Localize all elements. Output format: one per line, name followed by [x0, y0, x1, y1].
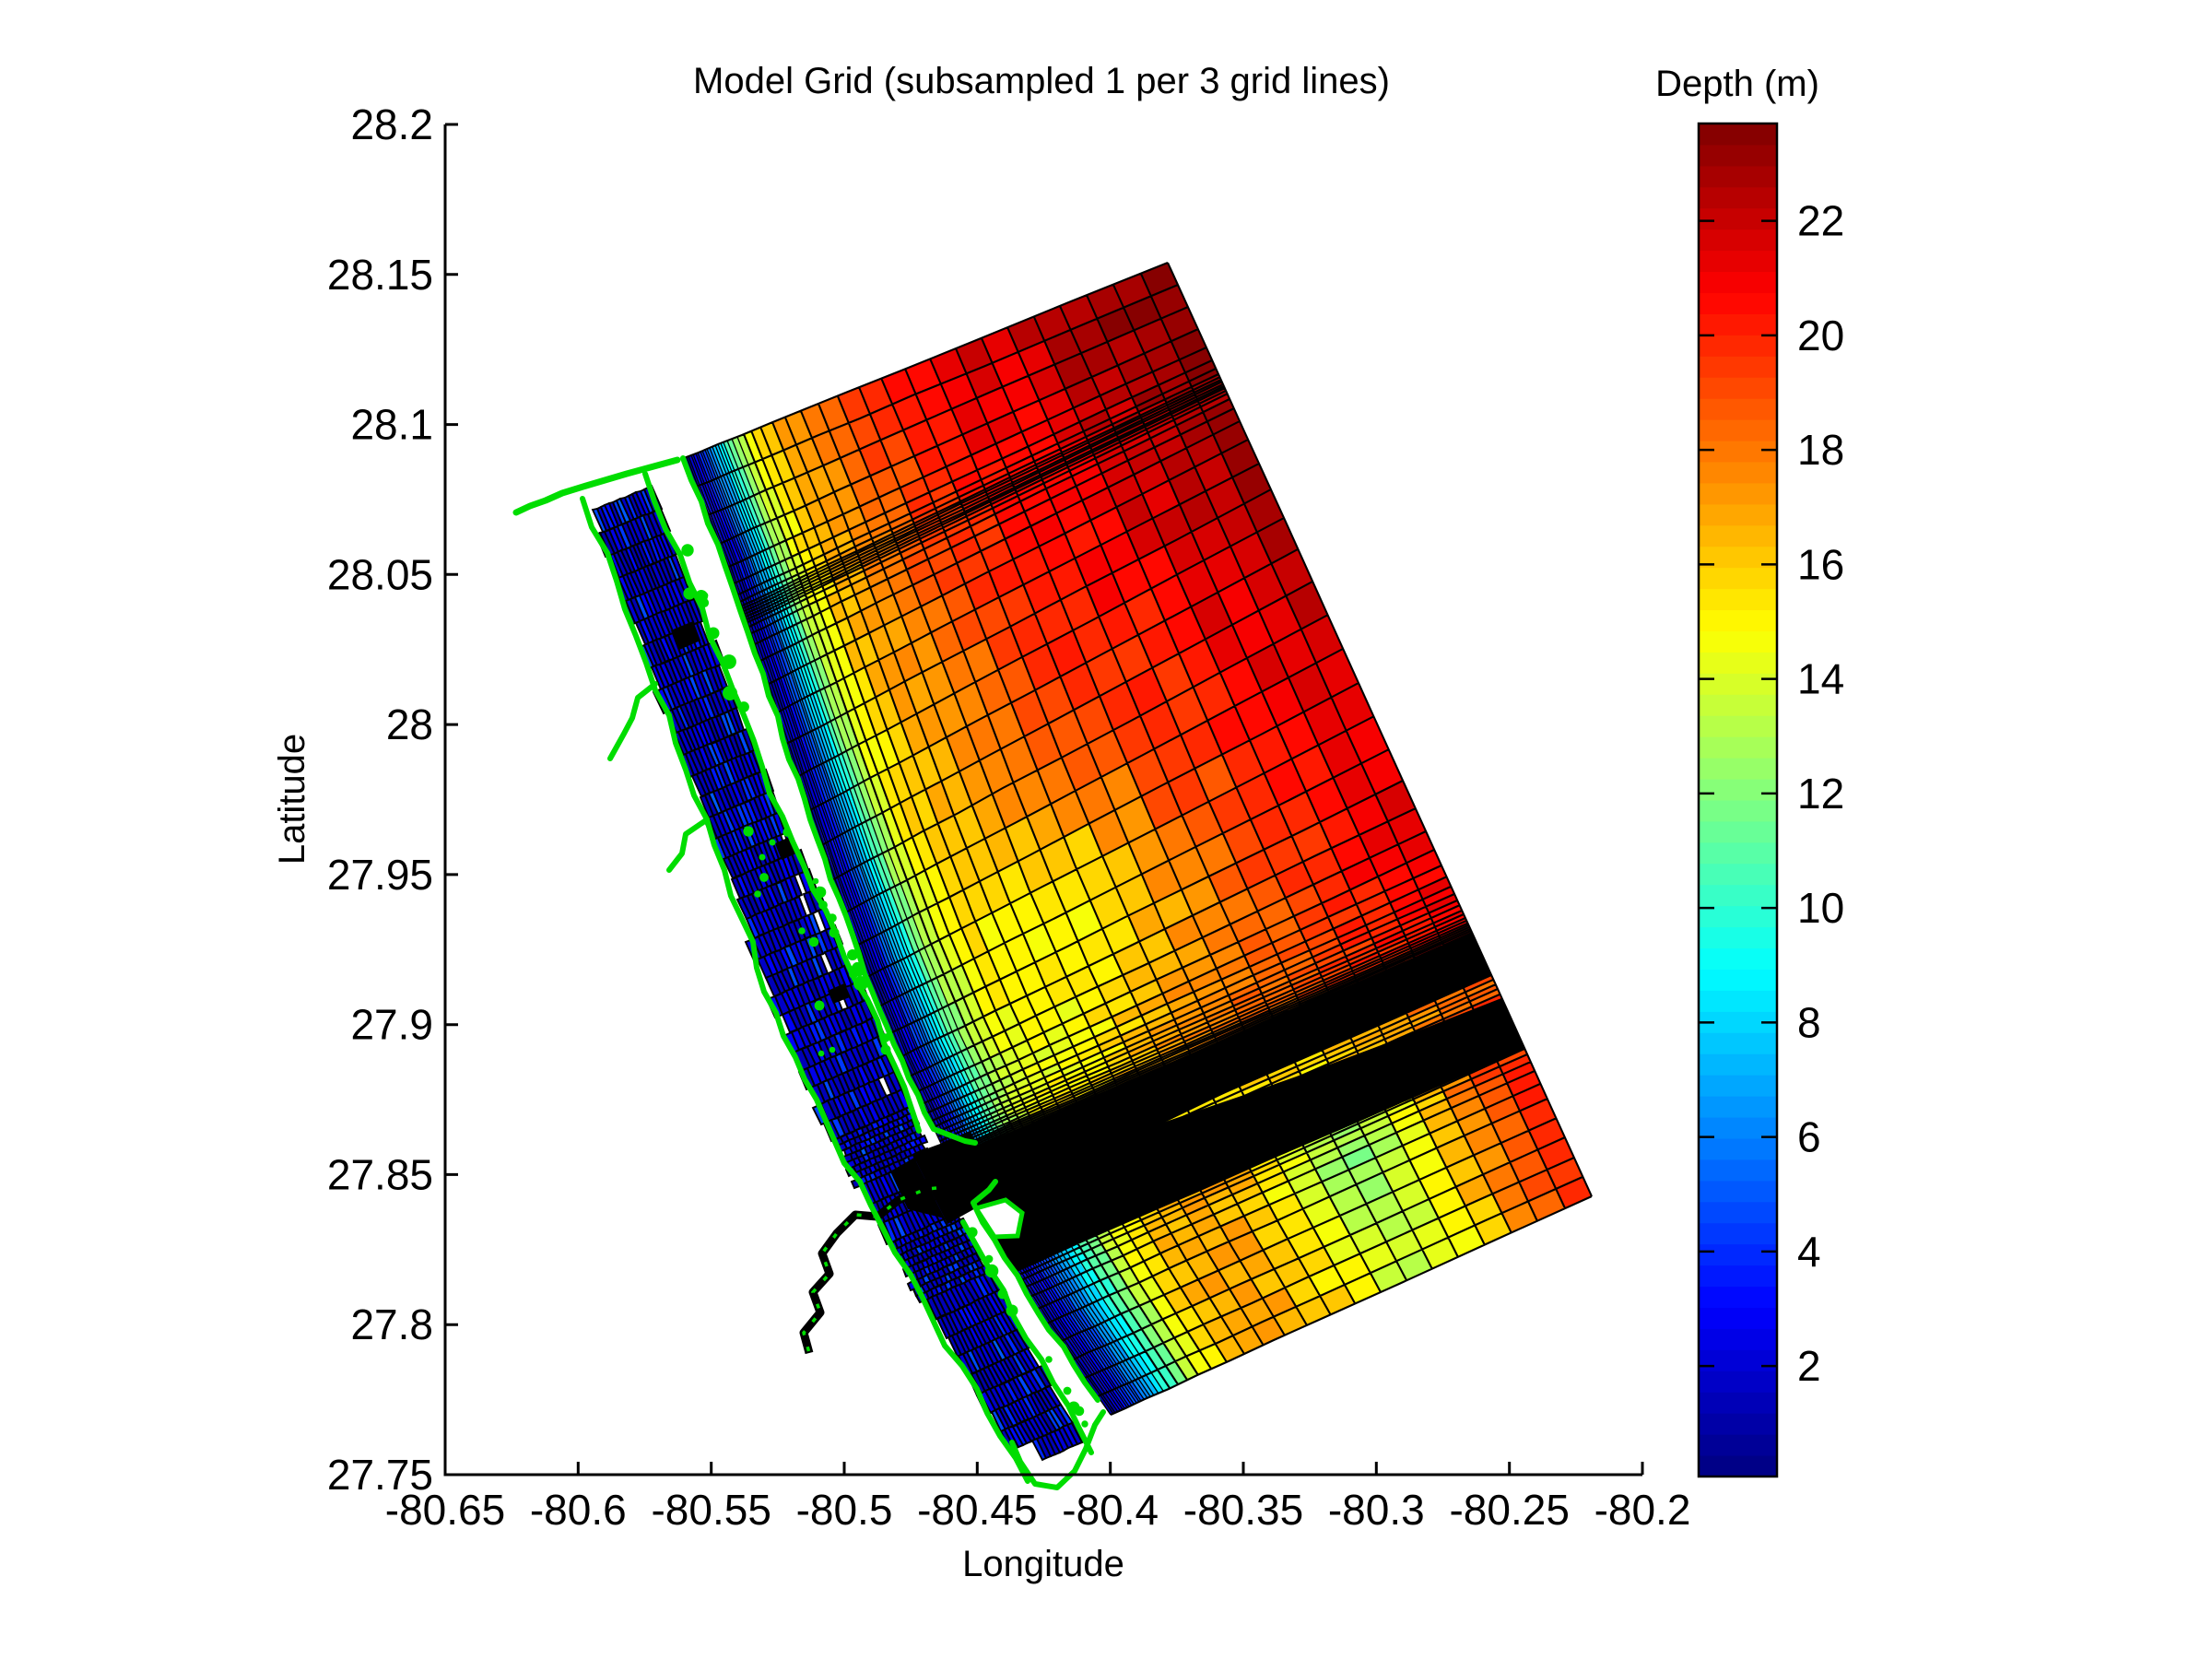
svg-text:-80.3: -80.3 [1328, 1486, 1425, 1534]
svg-text:Longitude: Longitude [962, 1544, 1124, 1584]
svg-text:27.85: 27.85 [327, 1150, 433, 1198]
svg-text:Model Grid (subsampled 1 per 3: Model Grid (subsampled 1 per 3 grid line… [693, 61, 1390, 101]
svg-text:28.2: 28.2 [350, 100, 433, 148]
svg-text:-80.25: -80.25 [1449, 1486, 1569, 1534]
svg-text:-80.5: -80.5 [796, 1486, 893, 1534]
svg-text:28.1: 28.1 [350, 401, 433, 449]
svg-text:-80.6: -80.6 [530, 1486, 627, 1534]
svg-text:14: 14 [1797, 655, 1844, 703]
svg-text:27.9: 27.9 [350, 1001, 433, 1049]
svg-text:28.05: 28.05 [327, 550, 433, 598]
svg-text:-80.45: -80.45 [917, 1486, 1037, 1534]
svg-text:20: 20 [1797, 312, 1844, 359]
svg-text:-80.35: -80.35 [1183, 1486, 1303, 1534]
svg-text:-80.4: -80.4 [1062, 1486, 1159, 1534]
svg-text:16: 16 [1797, 540, 1844, 588]
svg-text:28.15: 28.15 [327, 251, 433, 299]
svg-text:12: 12 [1797, 770, 1844, 818]
svg-text:22: 22 [1797, 197, 1844, 245]
svg-text:-80.65: -80.65 [385, 1486, 505, 1534]
svg-text:4: 4 [1797, 1228, 1821, 1276]
svg-text:27.95: 27.95 [327, 851, 433, 899]
svg-text:6: 6 [1797, 1113, 1821, 1161]
svg-text:27.75: 27.75 [327, 1451, 433, 1499]
svg-text:2: 2 [1797, 1342, 1821, 1390]
svg-text:Latitude: Latitude [272, 734, 312, 865]
svg-text:8: 8 [1797, 998, 1821, 1046]
svg-text:10: 10 [1797, 884, 1844, 932]
svg-text:-80.2: -80.2 [1594, 1486, 1691, 1534]
svg-text:28: 28 [386, 700, 433, 748]
svg-text:18: 18 [1797, 426, 1844, 474]
svg-text:-80.55: -80.55 [651, 1486, 771, 1534]
svg-text:27.8: 27.8 [350, 1300, 433, 1348]
svg-text:Depth (m): Depth (m) [1655, 64, 1819, 104]
